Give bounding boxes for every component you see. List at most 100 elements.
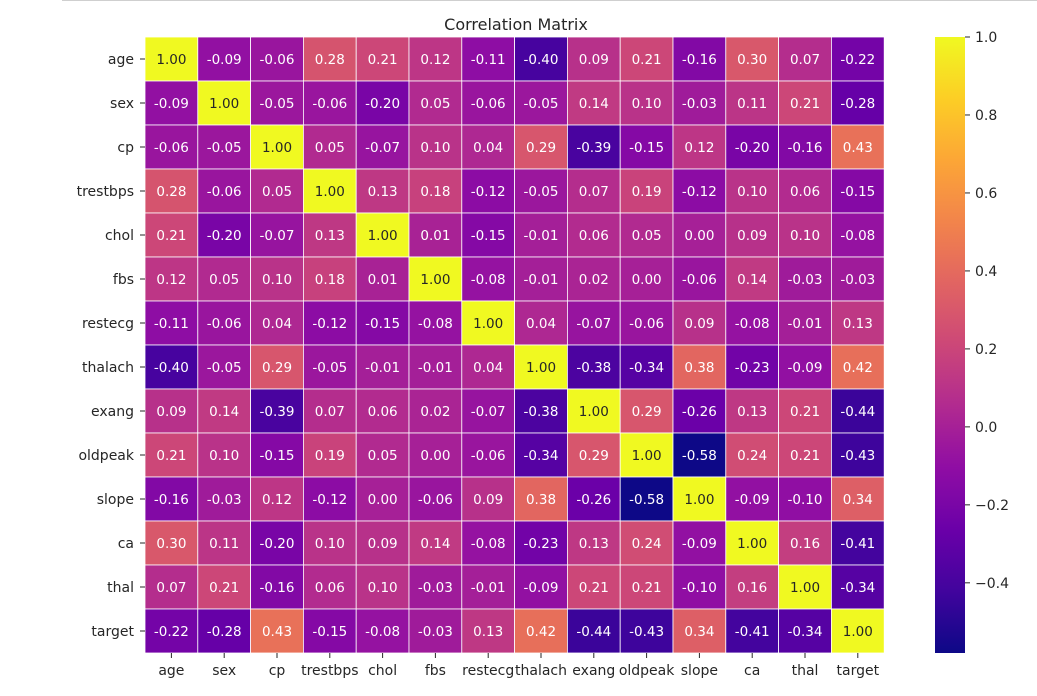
heatmap-cell: [250, 564, 304, 610]
cell-value-label: 0.04: [473, 140, 503, 156]
heatmap-cell: [302, 608, 357, 654]
heatmap-cell: [567, 80, 621, 126]
y-tick-label: chol: [105, 228, 134, 244]
cell-value-label: -0.43: [840, 448, 875, 464]
y-tick-label: thalach: [82, 360, 134, 376]
cell-value-label: -0.03: [788, 272, 823, 288]
heatmap-cell: [672, 36, 727, 82]
heatmap-cell: [778, 36, 832, 82]
cell-value-label: -0.05: [524, 184, 559, 200]
heatmap-cell: [778, 256, 832, 302]
cell-value-label: 1.00: [473, 316, 503, 332]
heatmap-cell: [355, 168, 410, 214]
cell-value-label: 0.24: [737, 448, 767, 464]
heatmap-cell: [672, 256, 727, 302]
cell-value-label: -0.40: [154, 360, 189, 376]
cell-value-label: 0.10: [420, 140, 450, 156]
heatmap-cell: [672, 168, 727, 214]
cell-value-label: 1.00: [843, 624, 873, 640]
cell-value-label: 0.09: [368, 536, 398, 552]
cell-value-label: 0.00: [632, 272, 662, 288]
heatmap-cell: [302, 520, 357, 566]
heatmap-cell: [355, 564, 410, 610]
heatmap-cell: [831, 344, 885, 390]
colorbar-scale: [935, 37, 965, 653]
heatmap-cell: [408, 476, 463, 522]
cell-value-label: 0.04: [526, 316, 556, 332]
heatmap-cell: [672, 300, 727, 346]
cell-value-label: 0.29: [579, 448, 609, 464]
heatmap-cell: [302, 344, 357, 390]
cell-value-label: -0.06: [682, 272, 717, 288]
y-tick-label: sex: [110, 96, 134, 112]
heatmap-cell: [619, 344, 674, 390]
heatmap-cell: [619, 256, 674, 302]
cell-value-label: -0.12: [312, 316, 347, 332]
cell-value-label: -0.15: [365, 316, 400, 332]
cell-value-label: 0.00: [684, 228, 714, 244]
heatmap-cell: [514, 124, 568, 170]
heatmap-cell: [197, 344, 252, 390]
cell-value-label: -0.34: [788, 624, 823, 640]
cell-value-label: -0.34: [524, 448, 559, 464]
cell-value-label: 0.38: [526, 492, 556, 508]
cell-value-label: -0.01: [365, 360, 400, 376]
x-tick-label: age: [158, 663, 184, 679]
heatmap-cell: [831, 564, 885, 610]
heatmap-cell: [302, 80, 357, 126]
cell-value-label: -0.03: [207, 492, 242, 508]
cell-value-label: 0.00: [368, 492, 398, 508]
cell-value-label: 0.13: [473, 624, 503, 640]
heatmap-cell: [672, 520, 727, 566]
cell-value-label: 0.01: [368, 272, 398, 288]
cell-value-label: -0.44: [576, 624, 611, 640]
x-tick-label: sex: [212, 663, 236, 679]
cell-value-label: 0.29: [526, 140, 556, 156]
cell-value-label: 1.00: [790, 580, 820, 596]
cell-value-label: 0.42: [843, 360, 873, 376]
cell-value-label: 0.11: [737, 96, 767, 112]
heatmap-cell: [567, 212, 621, 258]
heatmap-cell: [461, 476, 515, 522]
cell-value-label: 0.24: [632, 536, 662, 552]
cell-value-label: 0.00: [420, 448, 450, 464]
heatmap-cell: [461, 80, 515, 126]
cell-value-label: -0.08: [365, 624, 400, 640]
heatmap-cell: [197, 388, 252, 434]
cell-value-label: -0.03: [418, 624, 453, 640]
heatmap-cell: [302, 256, 357, 302]
cell-value-label: 0.02: [579, 272, 609, 288]
heatmap-cell: [355, 256, 410, 302]
heatmap-cell: [197, 80, 252, 126]
cell-value-label: 0.28: [156, 184, 186, 200]
heatmap-cell: [461, 168, 515, 214]
cell-value-label: 0.29: [262, 360, 292, 376]
cell-value-label: 0.21: [368, 52, 398, 68]
heatmap-cell: [619, 520, 674, 566]
cell-value-label: 0.09: [473, 492, 503, 508]
cell-value-label: 1.00: [684, 492, 714, 508]
heatmap-cell: [355, 388, 410, 434]
cell-value-label: 0.13: [843, 316, 873, 332]
cell-value-label: -0.12: [682, 184, 717, 200]
heatmap-cell: [144, 212, 199, 258]
y-tick-label: fbs: [113, 272, 134, 288]
cell-value-label: 0.06: [368, 404, 398, 420]
cell-value-label: 0.05: [262, 184, 292, 200]
heatmap-cell: [725, 124, 779, 170]
cell-value-label: 0.04: [262, 316, 292, 332]
cell-value-label: 0.38: [684, 360, 714, 376]
cell-value-label: -0.07: [365, 140, 400, 156]
heatmap-cell: [514, 344, 568, 390]
y-tick-label: trestbps: [77, 184, 134, 200]
heatmap-cell: [197, 432, 252, 478]
cell-value-label: -0.08: [418, 316, 453, 332]
heatmap-cell: [408, 564, 463, 610]
cell-value-label: -0.38: [576, 360, 611, 376]
heatmap-cell: [725, 388, 779, 434]
heatmap-cell: [514, 476, 568, 522]
y-tick-label: slope: [97, 492, 134, 508]
cell-value-label: -0.34: [840, 580, 875, 596]
cell-value-label: 0.21: [790, 448, 820, 464]
heatmap-cell: [831, 432, 885, 478]
